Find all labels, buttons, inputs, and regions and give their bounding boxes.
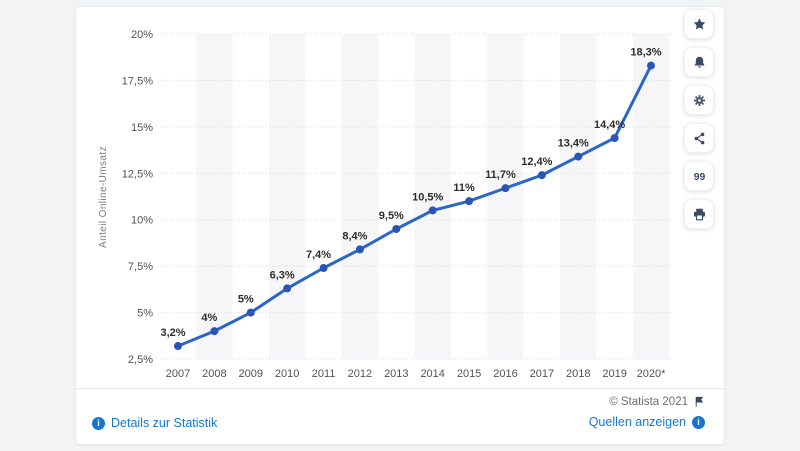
cite-button[interactable]: 99 — [684, 161, 714, 191]
star-icon — [693, 17, 705, 29]
gear-icon — [693, 94, 705, 106]
svg-text:2007: 2007 — [166, 368, 190, 380]
svg-text:2015: 2015 — [457, 368, 481, 380]
settings-button[interactable] — [684, 85, 714, 115]
svg-text:2018: 2018 — [566, 368, 590, 380]
info-icon: i — [92, 416, 105, 430]
copyright: © Statista 2021 — [589, 396, 705, 408]
quote-icon: 99 — [693, 171, 705, 182]
svg-text:18,3%: 18,3% — [630, 47, 661, 59]
footer-right: © Statista 2021 Quellen anzeigen i — [589, 396, 705, 429]
action-toolbar: 99 — [684, 9, 714, 229]
svg-text:15%: 15% — [131, 122, 153, 134]
svg-text:8,4%: 8,4% — [342, 230, 367, 242]
svg-text:2016: 2016 — [493, 368, 517, 380]
svg-text:12,5%: 12,5% — [122, 168, 153, 180]
svg-text:5%: 5% — [238, 294, 254, 306]
notifications-button[interactable] — [684, 47, 714, 77]
details-link[interactable]: i Details zur Statistik — [92, 416, 217, 430]
svg-text:2011: 2011 — [312, 368, 336, 380]
flag-icon — [695, 396, 704, 407]
details-link-label: Details zur Statistik — [111, 416, 218, 430]
share-button[interactable] — [684, 123, 714, 153]
copyright-label: © Statista 2021 — [609, 396, 688, 408]
svg-text:2017: 2017 — [530, 368, 554, 380]
svg-text:2,5%: 2,5% — [128, 354, 153, 366]
svg-text:13,4%: 13,4% — [558, 138, 589, 150]
print-button[interactable] — [684, 199, 714, 229]
svg-text:2013: 2013 — [384, 368, 408, 380]
svg-text:11%: 11% — [453, 182, 475, 194]
svg-text:7,5%: 7,5% — [128, 261, 153, 273]
svg-text:3,2%: 3,2% — [160, 327, 185, 339]
svg-text:14,4%: 14,4% — [594, 119, 625, 131]
line-chart: 20% 17,5% 15% 12,5% 10% 7,5% 5% 2,5% 2007 2008 200… — [98, 29, 673, 380]
favorite-button[interactable] — [684, 9, 714, 39]
svg-text:9,5%: 9,5% — [379, 210, 404, 222]
svg-text:10%: 10% — [131, 215, 153, 227]
svg-text:2019: 2019 — [602, 368, 626, 380]
svg-text:2008: 2008 — [202, 368, 226, 380]
share-icon — [694, 132, 704, 144]
footer-divider — [76, 388, 724, 389]
svg-text:17,5%: 17,5% — [122, 75, 153, 87]
svg-text:20%: 20% — [131, 29, 153, 41]
svg-text:99: 99 — [693, 171, 705, 182]
svg-text:2014: 2014 — [420, 368, 444, 380]
svg-text:11,7%: 11,7% — [485, 169, 516, 181]
svg-text:2012: 2012 — [348, 368, 372, 380]
sources-link[interactable]: Quellen anzeigen i — [589, 415, 705, 429]
svg-text:6,3%: 6,3% — [270, 269, 295, 281]
svg-text:2009: 2009 — [239, 368, 263, 380]
svg-text:10,5%: 10,5% — [412, 191, 443, 203]
chart-card: 20% 17,5% 15% 12,5% 10% 7,5% 5% 2,5% 2007 2008 200… — [75, 6, 725, 445]
svg-text:2020*: 2020* — [637, 368, 666, 380]
svg-text:2010: 2010 — [275, 368, 299, 380]
svg-text:5%: 5% — [137, 308, 153, 320]
svg-text:7,4%: 7,4% — [306, 249, 331, 261]
sources-link-label: Quellen anzeigen — [588, 415, 686, 429]
print-icon — [693, 208, 705, 220]
svg-text:12,4%: 12,4% — [521, 156, 552, 168]
bell-icon — [694, 56, 704, 68]
svg-text:4%: 4% — [201, 312, 217, 324]
info-icon: i — [692, 415, 705, 429]
svg-text:Anteil Online-Umsatz: Anteil Online-Umsatz — [98, 146, 109, 248]
